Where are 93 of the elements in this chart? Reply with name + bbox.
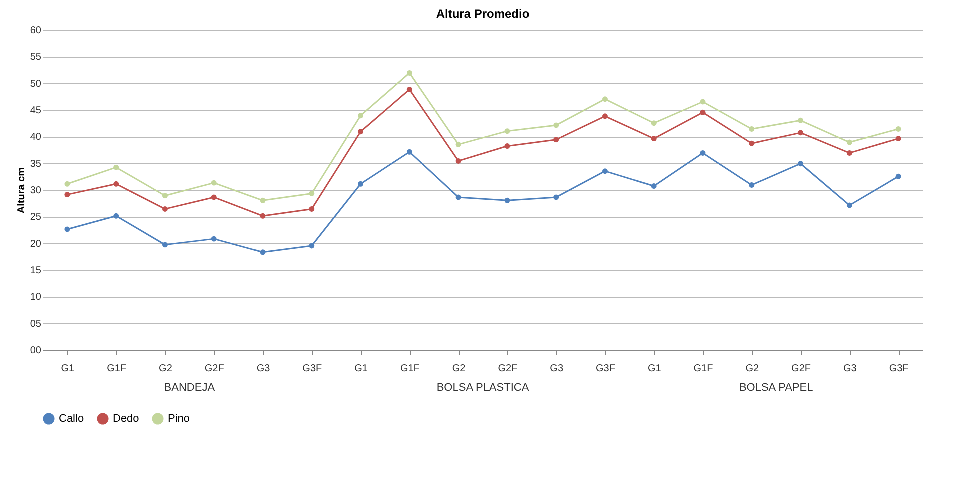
- point: [846, 202, 852, 208]
- y-tick-label: 20: [30, 238, 42, 250]
- point: [749, 182, 755, 188]
- x-tick-label: G3: [843, 364, 858, 374]
- point: [406, 149, 412, 155]
- point: [162, 206, 168, 212]
- x-tick-label: G3F: [302, 364, 322, 374]
- point: [896, 174, 902, 180]
- text: BOLSA PLASTICA: [436, 382, 530, 394]
- point: [554, 137, 560, 143]
- y-tick-label: 25: [30, 212, 42, 224]
- point: [64, 226, 70, 232]
- point: [456, 158, 462, 164]
- point: [602, 96, 608, 102]
- point: [896, 136, 902, 142]
- y-tick-label: 05: [30, 318, 42, 330]
- point: [749, 126, 755, 132]
- point: [846, 150, 852, 156]
- x-tick-label: G1: [61, 364, 76, 374]
- point: [554, 194, 560, 200]
- point: [358, 181, 364, 187]
- point: [260, 250, 266, 256]
- x-tick-label: G1F: [400, 364, 420, 374]
- y-tick-label: 45: [30, 106, 42, 116]
- point: [602, 168, 608, 174]
- point: [309, 243, 315, 249]
- x-tick-label: G2: [452, 364, 466, 374]
- point: [64, 192, 70, 198]
- y-axis-title: Altura cm: [16, 167, 28, 214]
- point: [162, 242, 168, 248]
- y-tick-label: 35: [30, 158, 42, 170]
- point: [211, 180, 217, 186]
- point: [504, 144, 510, 149]
- point: [798, 161, 804, 167]
- point: [504, 198, 510, 204]
- point: [896, 126, 902, 132]
- x-tick-label: G3: [256, 364, 271, 374]
- chart-title: Altura Promedio: [436, 7, 530, 21]
- point: [651, 136, 657, 142]
- x-tick-label: G1: [648, 364, 662, 374]
- point: [554, 122, 560, 128]
- x-tick-label: G2: [746, 364, 760, 374]
- point: [700, 150, 706, 156]
- legend-label: Dedo: [113, 413, 140, 425]
- x-tick-label: G2F: [204, 364, 224, 374]
- x-tick-label: G2F: [792, 364, 812, 374]
- y-tick-label: 15: [30, 266, 42, 276]
- point: [114, 164, 120, 170]
- legend-label: Pino: [168, 413, 190, 425]
- point: [749, 140, 755, 146]
- point: [358, 129, 364, 135]
- y-tick-label: 40: [30, 132, 42, 144]
- y-tick-label: 00: [30, 346, 42, 356]
- point: [260, 213, 266, 219]
- legend-label: Callo: [59, 413, 84, 425]
- point: [602, 114, 608, 120]
- point: [358, 113, 364, 119]
- point: [406, 87, 412, 92]
- point: [260, 198, 266, 204]
- y-tick-label: 50: [30, 78, 42, 90]
- x-tick-label: G2F: [498, 364, 518, 374]
- point: [456, 142, 462, 148]
- point: [798, 118, 804, 124]
- point: [504, 128, 510, 134]
- y-tick-label: 10: [30, 292, 42, 304]
- x-tick-label: G1F: [107, 364, 127, 374]
- point: [798, 130, 804, 136]
- point: [406, 70, 412, 76]
- text: BOLSA PAPEL: [739, 382, 814, 394]
- point: [114, 181, 120, 187]
- point: [64, 181, 70, 187]
- point: [114, 213, 120, 219]
- y-tick-label: 60: [30, 26, 42, 36]
- x-tick-label: G2: [159, 364, 173, 374]
- point: [162, 193, 168, 199]
- x-tick-label: G1: [354, 364, 368, 374]
- point: [309, 191, 315, 196]
- x-tick-label: G3: [550, 364, 564, 374]
- point: [309, 206, 315, 212]
- y-tick-label: 30: [30, 186, 42, 196]
- point: [211, 236, 217, 242]
- x-tick-label: G3F: [889, 364, 909, 374]
- point: [700, 110, 706, 116]
- x-tick-label: G1F: [694, 364, 714, 374]
- x-tick-label: G3F: [596, 364, 616, 374]
- point: [846, 140, 852, 146]
- point: [651, 120, 657, 126]
- point: [211, 194, 217, 200]
- point: [456, 194, 462, 200]
- text: BANDEJA: [164, 382, 216, 394]
- point: [651, 184, 657, 189]
- point: [700, 99, 706, 105]
- y-tick-label: 55: [30, 52, 42, 64]
